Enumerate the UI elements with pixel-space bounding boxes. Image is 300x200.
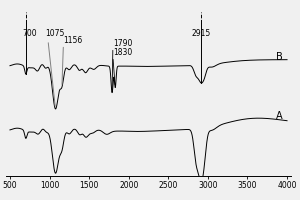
Text: 2915: 2915 (191, 29, 211, 38)
Text: B: B (276, 52, 283, 62)
Text: 700: 700 (22, 29, 37, 38)
Text: 1830: 1830 (113, 48, 132, 57)
Text: A: A (276, 111, 282, 121)
Text: 1156: 1156 (64, 36, 83, 45)
Text: 1075: 1075 (45, 29, 64, 38)
Text: 1790: 1790 (113, 39, 133, 48)
